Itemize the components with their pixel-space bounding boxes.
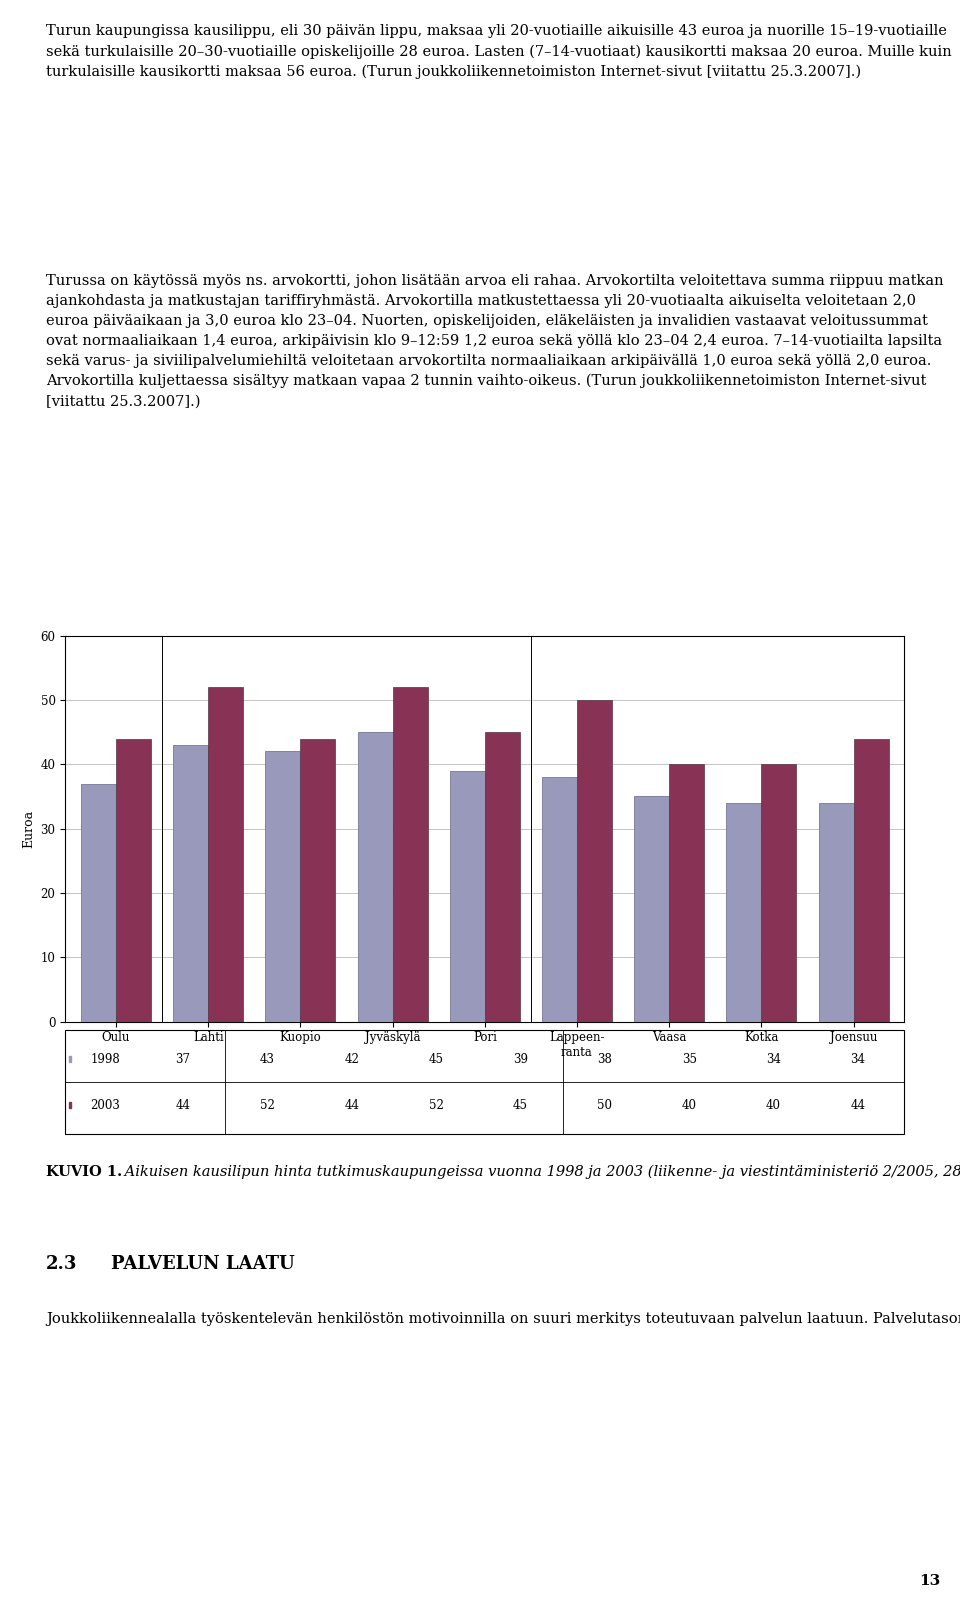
Bar — [761, 764, 797, 1022]
Text: 44: 44 — [345, 1099, 359, 1112]
Text: 45: 45 — [513, 1099, 528, 1112]
Text: 39: 39 — [513, 1052, 528, 1065]
Bar — [173, 745, 208, 1022]
Text: Turun kaupungissa kausilippu, eli 30 päivän lippu, maksaa yli 20-vuotiaille aiku: Turun kaupungissa kausilippu, eli 30 päi… — [46, 24, 951, 79]
Text: 38: 38 — [597, 1052, 612, 1065]
Text: 43: 43 — [260, 1052, 275, 1065]
Text: Joukkoliikennealalla työskentelevän henkilöstön motivoinnilla on suuri merkitys : Joukkoliikennealalla työskentelevän henk… — [46, 1311, 960, 1326]
Text: 13: 13 — [920, 1574, 941, 1588]
Text: 34: 34 — [851, 1052, 865, 1065]
Bar — [69, 1102, 71, 1109]
Text: 52: 52 — [260, 1099, 275, 1112]
Bar — [81, 784, 116, 1022]
Bar — [577, 700, 612, 1022]
Text: 42: 42 — [345, 1052, 359, 1065]
Text: 50: 50 — [597, 1099, 612, 1112]
Text: 2003: 2003 — [90, 1099, 120, 1112]
Text: 35: 35 — [682, 1052, 697, 1065]
Bar — [669, 764, 705, 1022]
Bar — [450, 771, 485, 1022]
Bar — [69, 1056, 71, 1062]
Text: 2.3: 2.3 — [46, 1255, 78, 1273]
Bar — [265, 751, 300, 1022]
Text: Aikuisen kausilipun hinta tutkimuskaupungeissa vuonna 1998 ja 2003 (liikenne- ja: Aikuisen kausilipun hinta tutkimuskaupun… — [120, 1165, 960, 1179]
Text: 44: 44 — [851, 1099, 865, 1112]
Bar — [485, 732, 519, 1022]
Text: KUVIO 1.: KUVIO 1. — [46, 1165, 122, 1179]
Bar — [819, 803, 853, 1022]
Bar — [357, 732, 393, 1022]
Text: PALVELUN LAATU: PALVELUN LAATU — [111, 1255, 295, 1273]
Text: 45: 45 — [428, 1052, 444, 1065]
Y-axis label: Euroa: Euroa — [22, 809, 35, 848]
Bar — [393, 687, 427, 1022]
Text: 1998: 1998 — [90, 1052, 120, 1065]
Text: 40: 40 — [682, 1099, 697, 1112]
Text: 34: 34 — [766, 1052, 781, 1065]
Text: 52: 52 — [429, 1099, 444, 1112]
Text: Turussa on käytössä myös ns. arvokortti, johon lisätään arvoa eli rahaa. Arvokor: Turussa on käytössä myös ns. arvokortti,… — [46, 274, 944, 409]
Bar — [542, 777, 577, 1022]
Bar — [116, 739, 151, 1022]
Bar — [635, 796, 669, 1022]
Text: 37: 37 — [176, 1052, 190, 1065]
Text: 44: 44 — [176, 1099, 190, 1112]
Text: 40: 40 — [766, 1099, 781, 1112]
Bar — [853, 739, 889, 1022]
Bar — [300, 739, 335, 1022]
Bar — [208, 687, 243, 1022]
Bar — [727, 803, 761, 1022]
